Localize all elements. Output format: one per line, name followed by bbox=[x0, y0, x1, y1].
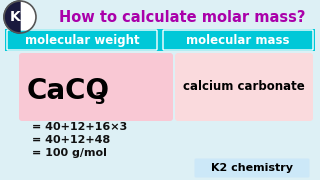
Text: K2: K2 bbox=[10, 10, 30, 24]
Circle shape bbox=[4, 1, 36, 33]
Text: 3: 3 bbox=[95, 91, 105, 107]
Text: calcium carbonate: calcium carbonate bbox=[183, 80, 305, 93]
Text: = 100 g/mol: = 100 g/mol bbox=[32, 148, 107, 158]
Text: = 40+12+48: = 40+12+48 bbox=[32, 135, 110, 145]
Text: molecular mass: molecular mass bbox=[186, 34, 290, 47]
FancyBboxPatch shape bbox=[175, 53, 313, 121]
FancyBboxPatch shape bbox=[5, 29, 315, 51]
Text: molecular weight: molecular weight bbox=[25, 34, 139, 47]
FancyBboxPatch shape bbox=[163, 30, 313, 50]
Text: K2 chemistry: K2 chemistry bbox=[211, 163, 293, 173]
Text: = 40+12+16×3: = 40+12+16×3 bbox=[32, 122, 127, 132]
Text: How to calculate molar mass?: How to calculate molar mass? bbox=[59, 10, 305, 24]
FancyBboxPatch shape bbox=[7, 30, 157, 50]
Text: CaCO: CaCO bbox=[27, 77, 109, 105]
Wedge shape bbox=[4, 1, 20, 33]
FancyBboxPatch shape bbox=[19, 53, 173, 121]
FancyBboxPatch shape bbox=[195, 159, 309, 177]
